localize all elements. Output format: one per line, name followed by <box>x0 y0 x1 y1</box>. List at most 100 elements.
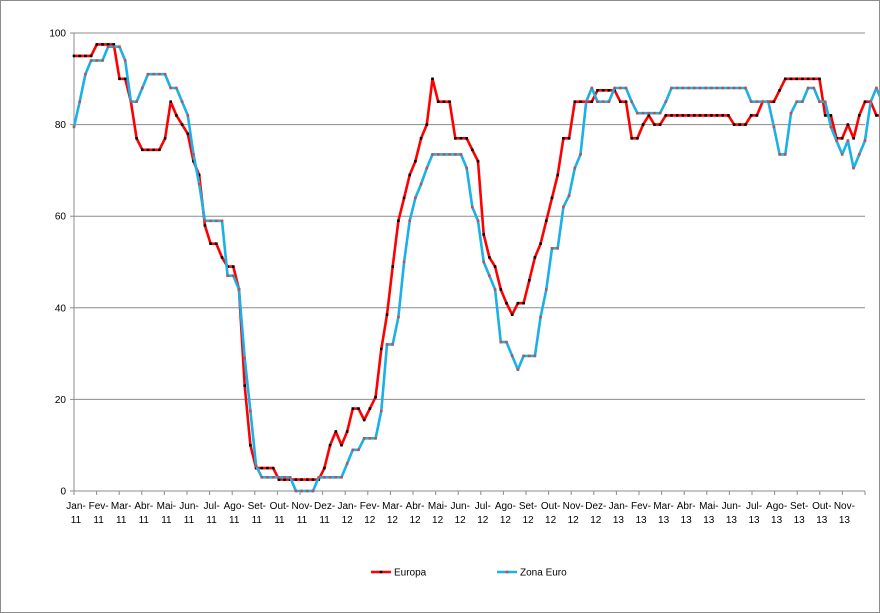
data-point <box>812 77 816 81</box>
data-point <box>647 114 651 117</box>
x-tick-label: Abr- 12 <box>406 501 425 526</box>
data-point <box>601 89 605 92</box>
x-tick-year: 11 <box>297 515 308 526</box>
data-point <box>744 123 747 126</box>
data-point <box>397 315 400 319</box>
data-point <box>72 54 76 58</box>
data-point <box>408 173 411 177</box>
data-point <box>619 86 622 90</box>
data-point <box>630 100 633 103</box>
x-tick-month: Mai- <box>157 501 176 512</box>
data-point <box>249 443 252 447</box>
data-point <box>823 114 827 117</box>
data-point <box>391 265 394 268</box>
x-tick-label: Mar- 11 <box>111 501 132 526</box>
data-point <box>215 242 218 245</box>
x-tick-label: Mar- 13 <box>653 501 674 526</box>
data-point <box>550 247 554 250</box>
data-point <box>465 166 468 170</box>
data-point <box>459 137 463 140</box>
data-point <box>249 409 252 413</box>
x-tick-label: Abr- 13 <box>677 501 696 526</box>
x-tick-year: 12 <box>342 515 354 526</box>
x-tick-year: 11 <box>139 515 150 526</box>
x-tick-month: Out- <box>541 501 560 512</box>
data-point <box>260 476 264 479</box>
data-point <box>613 86 616 90</box>
data-point <box>454 137 457 140</box>
data-point <box>141 148 144 152</box>
data-point <box>840 137 844 140</box>
x-tick-month: Abr- <box>677 501 696 512</box>
data-point <box>459 153 463 156</box>
y-tick-label: 40 <box>55 303 67 314</box>
data-point <box>567 194 571 197</box>
data-point <box>755 114 759 117</box>
data-point <box>858 114 861 117</box>
x-tick-label: Mai- 13 <box>699 501 718 526</box>
data-point <box>340 443 343 447</box>
data-point <box>619 100 622 103</box>
x-tick-label: Set- 11 <box>248 501 266 526</box>
data-point <box>749 114 753 117</box>
x-tick-label: Jul- 12 <box>475 501 491 526</box>
data-point <box>573 166 577 170</box>
x-tick-year: 13 <box>816 515 828 526</box>
data-point <box>482 260 485 264</box>
legend-item: Europa <box>371 568 427 579</box>
data-point <box>698 86 702 90</box>
x-tick-year: 11 <box>184 515 195 526</box>
data-point <box>254 464 258 468</box>
x-tick-year: 12 <box>364 515 376 526</box>
x-tick-label: Out- 11 <box>270 501 289 526</box>
data-point <box>408 219 411 223</box>
x-tick-year: 12 <box>522 515 534 526</box>
data-point <box>266 466 269 470</box>
y-tick-label: 60 <box>55 212 67 223</box>
data-point <box>169 86 172 90</box>
data-point <box>744 86 747 90</box>
data-point <box>260 466 264 470</box>
x-tick-year: 13 <box>635 515 647 526</box>
x-tick-label: Mar- 12 <box>382 501 403 526</box>
data-point <box>414 159 417 163</box>
data-point <box>220 219 224 223</box>
data-point <box>84 72 87 76</box>
x-tick-month: Out- <box>812 501 831 512</box>
data-point <box>362 418 366 422</box>
data-point <box>630 137 633 140</box>
x-tick-year: 12 <box>568 515 580 526</box>
data-point <box>306 489 309 493</box>
data-point <box>772 100 776 103</box>
data-point <box>693 86 696 90</box>
legend-marker <box>505 570 509 574</box>
x-tick-month: Set- <box>248 501 266 512</box>
x-tick-year: 13 <box>613 515 625 526</box>
data-point <box>118 45 121 48</box>
x-tick-label: Ago- 12 <box>495 501 516 526</box>
data-point <box>226 274 229 277</box>
data-point <box>732 86 736 90</box>
data-point <box>710 114 713 117</box>
data-point <box>186 132 190 136</box>
data-point <box>522 354 525 358</box>
data-point <box>675 86 679 90</box>
data-point <box>801 100 804 103</box>
data-point <box>95 59 99 62</box>
x-tick-month: Mar- <box>382 501 403 512</box>
x-tick-year: 13 <box>839 515 851 526</box>
data-point <box>380 409 383 413</box>
data-point <box>220 256 224 259</box>
series-europa <box>72 43 879 481</box>
data-point <box>829 125 833 129</box>
x-tick-label: Ago- 11 <box>224 501 245 526</box>
data-point <box>232 274 235 277</box>
data-point <box>397 219 400 223</box>
data-point <box>357 407 360 410</box>
x-tick-year: 11 <box>206 515 217 526</box>
data-point <box>482 233 485 236</box>
data-point <box>311 478 315 481</box>
x-tick-label: Out- 13 <box>812 501 831 526</box>
